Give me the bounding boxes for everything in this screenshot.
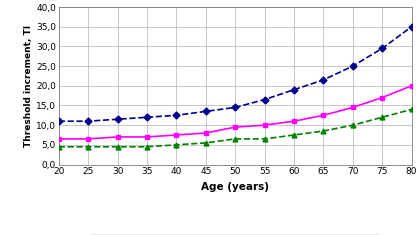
L = 0,5 cd/m2: [56, 120, 61, 123]
L = 1,0 cd/m2: [115, 136, 120, 138]
Y-axis label: Threshold increment, TI: Threshold increment, TI: [24, 25, 33, 147]
L = 0,5 cd/m2: [350, 65, 355, 67]
L = 1,5 cd/m2: [144, 145, 150, 148]
X-axis label: Age (years): Age (years): [201, 182, 269, 192]
L = 0,5 cd/m2: [115, 118, 120, 121]
L = 0,5 cd/m2: [409, 25, 414, 28]
L = 1,0 cd/m2: [144, 136, 150, 138]
L = 1,5 cd/m2: [233, 137, 238, 140]
L = 1,5 cd/m2: [203, 141, 208, 144]
L = 0,5 cd/m2: [86, 120, 91, 123]
L = 1,0 cd/m2: [291, 120, 297, 123]
L = 1,5 cd/m2: [174, 143, 179, 146]
L = 1,0 cd/m2: [262, 124, 267, 126]
L = 0,5 cd/m2: [321, 78, 326, 81]
L = 1,5 cd/m2: [56, 145, 61, 148]
L = 1,0 cd/m2: [321, 114, 326, 117]
L = 1,0 cd/m2: [409, 84, 414, 87]
L = 1,5 cd/m2: [321, 130, 326, 133]
L = 0,5 cd/m2: [233, 106, 238, 109]
L = 1,5 cd/m2: [380, 116, 385, 119]
L = 1,5 cd/m2: [409, 108, 414, 111]
Line: L = 1,5 cd/m2: L = 1,5 cd/m2: [56, 107, 414, 149]
Line: L = 1,0 cd/m2: L = 1,0 cd/m2: [56, 83, 414, 141]
L = 1,5 cd/m2: [115, 145, 120, 148]
L = 1,0 cd/m2: [174, 133, 179, 136]
L = 0,5 cd/m2: [262, 98, 267, 101]
L = 1,5 cd/m2: [86, 145, 91, 148]
L = 1,0 cd/m2: [203, 132, 208, 134]
L = 1,5 cd/m2: [350, 124, 355, 126]
L = 0,5 cd/m2: [144, 116, 150, 119]
L = 1,0 cd/m2: [56, 137, 61, 140]
L = 0,5 cd/m2: [174, 114, 179, 117]
L = 1,0 cd/m2: [233, 126, 238, 129]
L = 1,0 cd/m2: [86, 137, 91, 140]
L = 0,5 cd/m2: [203, 110, 208, 113]
Line: L = 0,5 cd/m2: L = 0,5 cd/m2: [56, 24, 414, 124]
L = 0,5 cd/m2: [380, 47, 385, 50]
L = 0,5 cd/m2: [291, 88, 297, 91]
L = 1,5 cd/m2: [262, 137, 267, 140]
L = 1,5 cd/m2: [291, 133, 297, 136]
L = 1,0 cd/m2: [350, 106, 355, 109]
L = 1,0 cd/m2: [380, 96, 385, 99]
